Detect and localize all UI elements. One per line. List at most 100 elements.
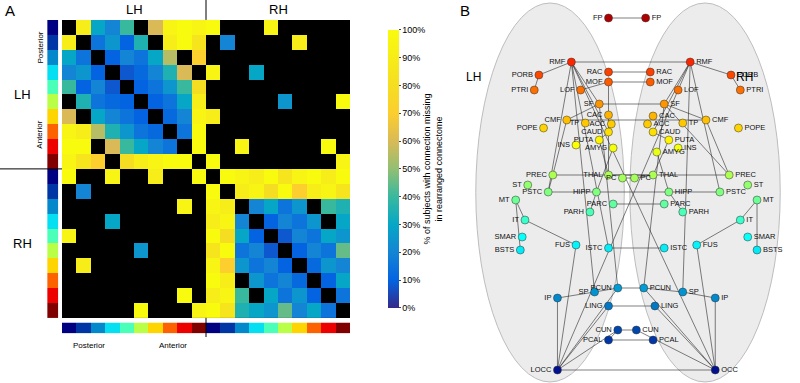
svg-text:10%: 10% — [402, 275, 420, 285]
svg-text:MT: MT — [499, 195, 510, 204]
svg-text:TP: TP — [570, 118, 580, 127]
svg-text:PCAL: PCAL — [659, 335, 679, 344]
svg-text:MT: MT — [763, 195, 774, 204]
svg-text:Anterior: Anterior — [35, 120, 44, 148]
svg-text:FUS: FUS — [703, 240, 718, 249]
svg-text:ST: ST — [754, 180, 764, 189]
svg-text:LH: LH — [14, 87, 31, 102]
svg-text:BSTS: BSTS — [495, 245, 515, 254]
svg-text:CAUD: CAUD — [659, 127, 681, 136]
svg-text:PCAL: PCAL — [583, 335, 603, 344]
svg-text:LOCC: LOCC — [531, 365, 552, 374]
svg-text:SF: SF — [670, 99, 680, 108]
svg-text:PREC: PREC — [735, 170, 756, 179]
svg-text:LING: LING — [661, 301, 679, 310]
svg-text:INS: INS — [558, 140, 571, 149]
svg-text:70%: 70% — [402, 108, 420, 118]
svg-text:PARC: PARC — [587, 199, 608, 208]
svg-text:FP: FP — [593, 13, 603, 22]
svg-text:PC: PC — [606, 173, 617, 182]
svg-text:B: B — [460, 2, 470, 19]
svg-text:ACC: ACC — [589, 119, 605, 128]
svg-text:LOF: LOF — [560, 85, 575, 94]
svg-text:IT: IT — [512, 215, 519, 224]
svg-text:POPE: POPE — [517, 123, 538, 132]
svg-text:PUTA: PUTA — [574, 135, 593, 144]
svg-text:PORB: PORB — [512, 70, 533, 79]
svg-text:A: A — [5, 2, 15, 19]
svg-text:SMAR: SMAR — [495, 232, 517, 241]
svg-text:PARC: PARC — [670, 199, 691, 208]
svg-text:PTRI: PTRI — [746, 85, 763, 94]
svg-text:ISTC: ISTC — [670, 243, 688, 252]
svg-text:PCUN: PCUN — [650, 283, 671, 292]
svg-text:30%: 30% — [402, 220, 420, 230]
svg-text:CAUD: CAUD — [581, 127, 603, 136]
svg-text:PTRI: PTRI — [511, 85, 528, 94]
svg-text:PORB: PORB — [737, 70, 758, 79]
svg-text:AMYG: AMYG — [585, 143, 607, 152]
svg-text:RH: RH — [736, 70, 753, 84]
svg-text:CAC: CAC — [659, 111, 675, 120]
svg-text:CUN: CUN — [596, 325, 612, 334]
svg-text:RH: RH — [13, 236, 32, 251]
svg-text:IP: IP — [544, 293, 551, 302]
svg-text:AMYG: AMYG — [663, 147, 685, 156]
svg-text:SP: SP — [579, 287, 589, 296]
svg-text:90%: 90% — [402, 53, 420, 63]
svg-text:CUN: CUN — [642, 325, 658, 334]
svg-text:80%: 80% — [402, 81, 420, 91]
svg-text:RAC: RAC — [587, 67, 603, 76]
svg-text:ISTC: ISTC — [585, 243, 603, 252]
svg-text:TP: TP — [689, 118, 699, 127]
svg-text:% of subjects with connection: % of subjects with connection missingin … — [422, 93, 444, 244]
svg-text:Posterior: Posterior — [36, 31, 45, 63]
svg-text:PSTC: PSTC — [726, 187, 747, 196]
svg-text:CAC: CAC — [587, 110, 603, 119]
svg-text:ST: ST — [512, 180, 522, 189]
svg-text:SP: SP — [689, 287, 699, 296]
svg-text:FP: FP — [652, 13, 662, 22]
svg-text:HIPP: HIPP — [573, 187, 591, 196]
svg-text:SF: SF — [584, 99, 594, 108]
svg-text:PARH: PARH — [564, 207, 584, 216]
svg-text:HIPP: HIPP — [675, 187, 693, 196]
svg-text:POPE: POPE — [744, 123, 765, 132]
svg-text:PCUN: PCUN — [591, 283, 612, 292]
svg-text:40%: 40% — [402, 192, 420, 202]
svg-text:THAL: THAL — [583, 170, 602, 179]
svg-text:20%: 20% — [402, 247, 420, 257]
svg-text:100%: 100% — [402, 25, 425, 35]
svg-text:MOF: MOF — [656, 77, 673, 86]
svg-text:RMF: RMF — [696, 57, 713, 66]
svg-text:PARH: PARH — [689, 207, 709, 216]
svg-text:RAC: RAC — [656, 67, 672, 76]
svg-text:50%: 50% — [402, 164, 420, 174]
svg-text:CMF: CMF — [544, 115, 561, 124]
svg-text:LH: LH — [466, 70, 481, 84]
svg-text:IP: IP — [721, 293, 728, 302]
svg-text:PREC: PREC — [526, 170, 547, 179]
svg-text:Posterior: Posterior — [73, 341, 105, 350]
svg-text:RMF: RMF — [549, 57, 566, 66]
svg-text:Anterior: Anterior — [159, 341, 187, 350]
svg-text:PSTC: PSTC — [522, 187, 543, 196]
svg-text:THAL: THAL — [659, 170, 678, 179]
svg-text:INS: INS — [684, 143, 697, 152]
svg-text:BSTS: BSTS — [763, 245, 783, 254]
svg-text:MOF: MOF — [586, 77, 603, 86]
svg-text:LOF: LOF — [684, 85, 699, 94]
svg-text:FUS: FUS — [555, 240, 570, 249]
svg-text:PUTA: PUTA — [675, 135, 694, 144]
svg-text:CMF: CMF — [712, 115, 729, 124]
svg-text:LING: LING — [585, 301, 603, 310]
svg-text:SMAR: SMAR — [754, 232, 776, 241]
svg-text:IT: IT — [746, 215, 753, 224]
svg-text:LH: LH — [126, 2, 143, 17]
svg-text:0%: 0% — [402, 303, 415, 313]
svg-text:ACC: ACC — [653, 119, 669, 128]
svg-text:OCC: OCC — [721, 365, 738, 374]
svg-text:RH: RH — [269, 2, 288, 17]
svg-text:60%: 60% — [402, 136, 420, 146]
svg-text:PC: PC — [641, 173, 652, 182]
